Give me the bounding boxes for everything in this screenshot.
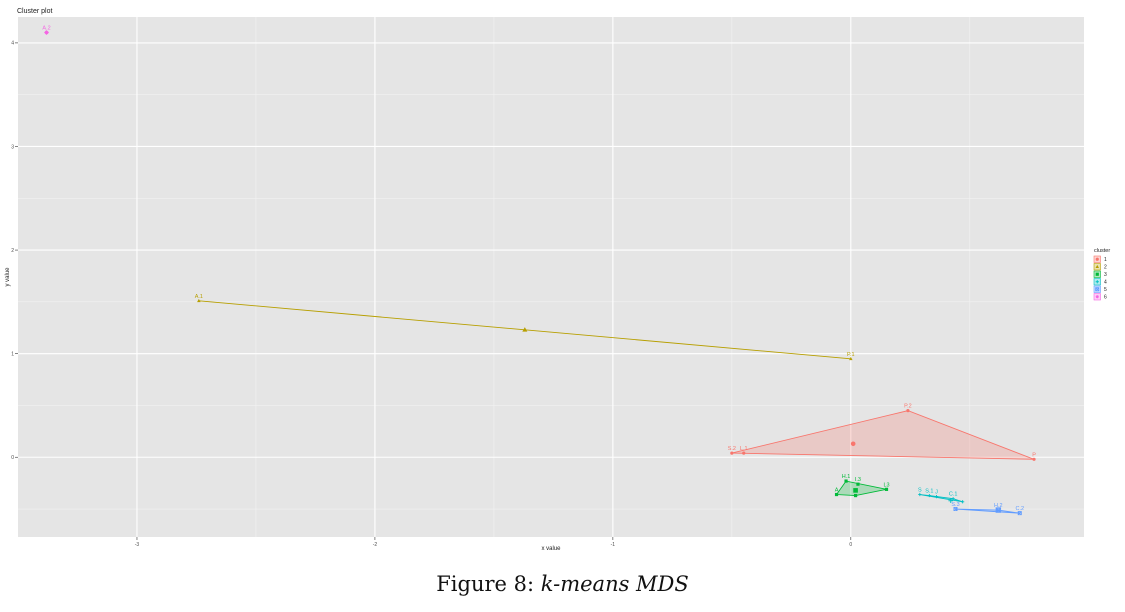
point-label: C.2	[1015, 506, 1024, 512]
x-tick-label: -1	[611, 542, 616, 548]
cluster-2-point	[197, 298, 201, 303]
legend-marker-2	[1095, 264, 1100, 269]
cluster-4-point	[951, 497, 955, 501]
cluster-4-point	[961, 500, 965, 504]
cluster-3-point	[884, 487, 889, 491]
legend-marker-5	[1095, 287, 1100, 292]
point-label: P	[1032, 452, 1036, 458]
x-tick-label: 0	[849, 542, 852, 548]
plot-panel	[18, 17, 1084, 537]
legend-marker-1	[1095, 257, 1099, 261]
point-label: S.1	[925, 489, 933, 495]
cluster-hulls	[198, 300, 1035, 514]
point-labels: S.2 L.1 P.2 P A.1 P.1 H.1 I.3 L3 A S S.1 J C.1 S.3 H.2 C…	[42, 26, 1036, 513]
caption-method: k-means MDS	[540, 572, 689, 596]
legend-label-6: 6	[1104, 295, 1107, 301]
point-label: I.3	[855, 477, 861, 483]
cluster-5-point	[953, 507, 958, 512]
legend: cluster 1 23 45 6	[1093, 248, 1110, 301]
grid	[18, 17, 1084, 537]
point-label: S.3	[951, 502, 959, 508]
x-axis-label: x value	[541, 546, 561, 552]
point-label: H.2	[994, 503, 1003, 509]
cluster-3-centroid	[853, 488, 858, 493]
chart-title: Cluster plot	[17, 8, 52, 15]
cluster-1-hull	[731, 410, 1035, 460]
x-tick-label: -3	[135, 542, 140, 548]
y-tick-label: 3	[11, 144, 14, 150]
legend-marker-6	[1095, 295, 1099, 299]
y-tick-label: 2	[11, 248, 14, 254]
cluster-3-point	[834, 492, 839, 497]
legend-title: cluster	[1094, 248, 1110, 254]
cluster-4-point	[934, 495, 939, 499]
cluster-1-point	[730, 451, 734, 455]
point-label: S	[918, 488, 922, 494]
legend-label-1: 1	[1104, 257, 1107, 263]
y-tick-label: 1	[11, 351, 14, 357]
legend-label-2: 2	[1104, 265, 1107, 271]
legend-marker-4	[1095, 280, 1099, 284]
cluster-1-point	[742, 451, 746, 455]
cluster-3-point	[853, 493, 858, 498]
legend-label-5: 5	[1104, 287, 1107, 293]
cluster-2-centroid	[522, 327, 528, 332]
cluster-5-point	[1017, 511, 1022, 516]
legend-label-4: 4	[1104, 280, 1107, 286]
point-label: A.1	[195, 294, 203, 300]
caption-prefix: Figure 8:	[436, 572, 541, 596]
y-tick-label: 0	[11, 455, 14, 461]
point-label: L3	[883, 482, 889, 488]
cluster-3-point	[844, 479, 848, 483]
cluster-3-point	[856, 482, 860, 486]
point-label: H.1	[842, 474, 851, 480]
legend-label-3: 3	[1104, 272, 1107, 278]
point-label: S.2	[728, 446, 736, 452]
cluster-5-centroid	[995, 507, 1002, 513]
cluster-1-centroid	[850, 441, 856, 447]
cluster-points	[44, 30, 1036, 516]
point-label: L.1	[740, 446, 748, 452]
figure-caption: Figure 8: k-means MDS	[0, 572, 1125, 596]
cluster-2-point	[849, 356, 853, 361]
y-axis-label: y value	[5, 267, 11, 287]
legend-marker-3	[1095, 272, 1099, 276]
cluster-4-centroid	[948, 498, 954, 504]
point-label: P.2	[904, 404, 912, 410]
point-label: A	[835, 488, 839, 494]
x-tick-label: -2	[373, 542, 378, 548]
axes: -3 -2 -1 0 0 1 2 3 4	[11, 41, 852, 548]
cluster-1-point	[1032, 457, 1036, 461]
point-label: P.1	[847, 352, 855, 358]
cluster-1-point	[906, 409, 910, 413]
cluster-6-centroid	[44, 30, 49, 35]
point-label: C.1	[949, 492, 958, 498]
y-tick-label: 4	[11, 41, 14, 47]
point-label: J	[935, 490, 938, 496]
cluster-4-point	[918, 492, 922, 497]
cluster-4-point	[927, 493, 931, 498]
point-label: A.2	[42, 26, 50, 32]
cluster-5-hull	[955, 508, 1020, 514]
